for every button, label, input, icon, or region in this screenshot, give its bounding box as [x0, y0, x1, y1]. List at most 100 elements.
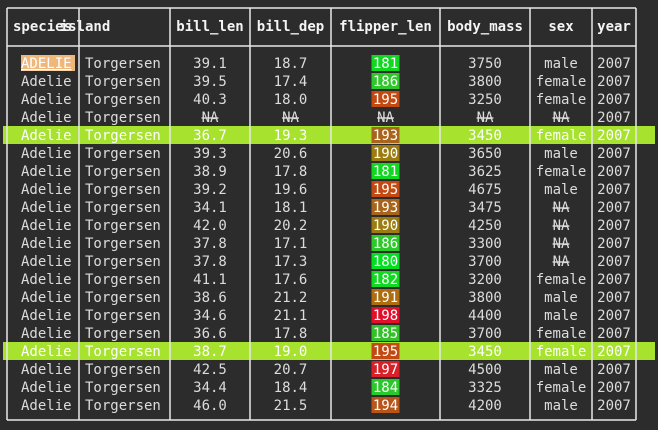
cell: Torgersen [85, 146, 161, 162]
cell: 2007 [597, 380, 631, 396]
cell: male [544, 362, 578, 378]
cell: 194 [373, 398, 398, 414]
cell: Torgersen [85, 110, 161, 126]
column-header: island [60, 19, 111, 35]
cell: 42.5 [193, 362, 227, 378]
cell: 36.7 [193, 128, 227, 144]
cell: Adelie [21, 182, 72, 198]
cell: Adelie [21, 146, 72, 162]
cell: 193 [373, 128, 398, 144]
cell: 195 [373, 182, 398, 198]
cell: 17.1 [274, 236, 308, 252]
cell: 17.4 [274, 74, 308, 90]
cell: Adelie [21, 398, 72, 414]
cell: female [536, 380, 587, 396]
cell: 3700 [468, 254, 502, 270]
cell: 2007 [597, 110, 631, 126]
cell: 2007 [597, 308, 631, 324]
cell: NA [553, 254, 570, 270]
cell: 39.3 [193, 146, 227, 162]
flipper-cell-bg [371, 361, 400, 377]
cell: 181 [373, 164, 398, 180]
flipper-cell-bg [371, 235, 400, 251]
cell: NA [553, 218, 570, 234]
cell: 18.1 [274, 200, 308, 216]
cell: Adelie [21, 326, 72, 342]
cell: 20.7 [274, 362, 308, 378]
cell: 38.9 [193, 164, 227, 180]
cell: 20.2 [274, 218, 308, 234]
flipper-cell-bg [371, 325, 400, 341]
cell: 2007 [597, 254, 631, 270]
flipper-cell-bg [371, 397, 400, 413]
column-header: body_mass [447, 19, 523, 35]
cell: Torgersen [85, 326, 161, 342]
cell: 186 [373, 74, 398, 90]
cell: 3750 [468, 56, 502, 72]
cell: 185 [373, 326, 398, 342]
cell: 181 [373, 56, 398, 72]
cell: 34.1 [193, 200, 227, 216]
cell: male [544, 182, 578, 198]
cell: Torgersen [85, 218, 161, 234]
cell: NA [553, 110, 570, 126]
cell: Torgersen [85, 164, 161, 180]
cell: NA [553, 200, 570, 216]
cell: 3475 [468, 200, 502, 216]
cell: NA [377, 110, 394, 126]
cell: Torgersen [85, 92, 161, 108]
cell: Torgersen [85, 254, 161, 270]
cell: NA [202, 110, 219, 126]
cell: 2007 [597, 236, 631, 252]
cell: female [536, 272, 587, 288]
cell: Torgersen [85, 128, 161, 144]
cell: 198 [373, 308, 398, 324]
cell: 4500 [468, 362, 502, 378]
cell: 3800 [468, 74, 502, 90]
cell: Torgersen [85, 290, 161, 306]
column-header: species [13, 19, 72, 35]
cell: 18.7 [274, 56, 308, 72]
cell: 2007 [597, 182, 631, 198]
cell: 190 [373, 218, 398, 234]
cell: male [544, 308, 578, 324]
cell: 2007 [597, 362, 631, 378]
cell: Torgersen [85, 200, 161, 216]
cell: 17.8 [274, 164, 308, 180]
cell: 2007 [597, 128, 631, 144]
cell: 3625 [468, 164, 502, 180]
column-header: bill_len [176, 19, 243, 35]
cell: 36.6 [193, 326, 227, 342]
cell: 46.0 [193, 398, 227, 414]
flipper-cell-bg [371, 55, 400, 71]
cell: 19.0 [274, 344, 308, 360]
flipper-cell-bg [371, 199, 400, 215]
cell: 2007 [597, 92, 631, 108]
cell: 41.1 [193, 272, 227, 288]
flipper-cell-bg [371, 127, 400, 143]
cell: male [544, 290, 578, 306]
cell: Torgersen [85, 362, 161, 378]
flipper-cell-bg [371, 379, 400, 395]
cell: Torgersen [85, 308, 161, 324]
column-header: flipper_len [339, 19, 432, 35]
cell: Torgersen [85, 74, 161, 90]
cell: 195 [373, 92, 398, 108]
selected-cell-bg [21, 55, 75, 71]
cell: 42.0 [193, 218, 227, 234]
cell: male [544, 56, 578, 72]
cell: 39.1 [193, 56, 227, 72]
cell: 2007 [597, 272, 631, 288]
cell: 191 [373, 290, 398, 306]
cell: Adelie [21, 236, 72, 252]
cell: 38.6 [193, 290, 227, 306]
cell: Adelie [21, 74, 72, 90]
row-highlight [3, 342, 655, 360]
cell: 3300 [468, 236, 502, 252]
flipper-cell-bg [371, 307, 400, 323]
cell: male [544, 146, 578, 162]
flipper-cell-bg [371, 73, 400, 89]
cell: female [536, 74, 587, 90]
cell: 3450 [468, 128, 502, 144]
cell: 19.6 [274, 182, 308, 198]
